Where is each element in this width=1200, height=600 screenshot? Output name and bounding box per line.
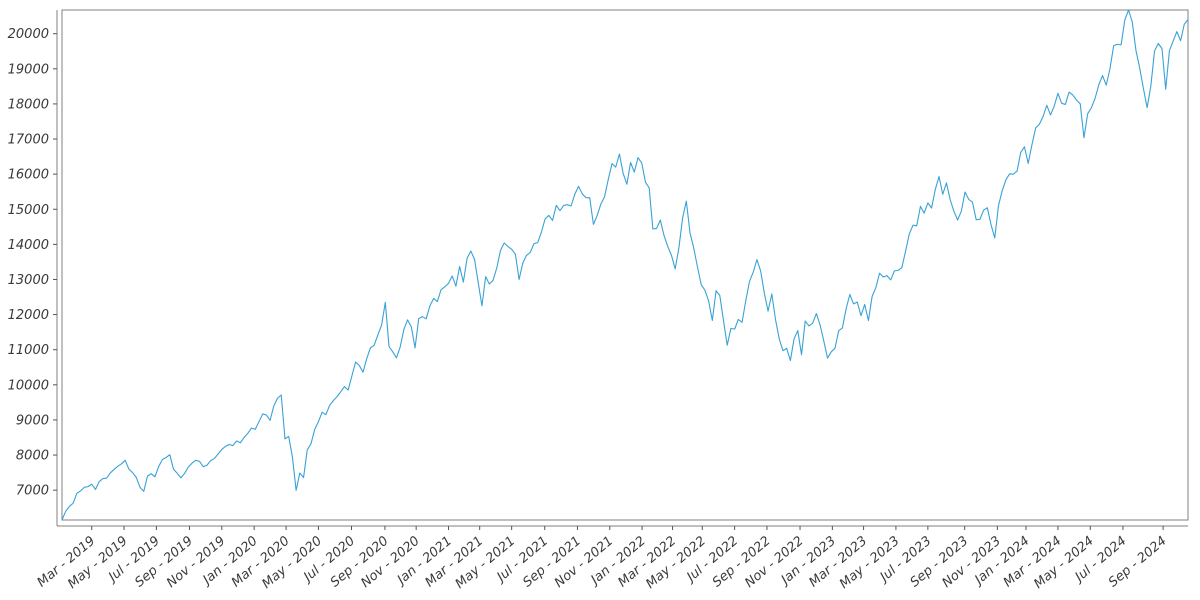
plot-frame <box>61 9 1189 521</box>
y-tick-label: 19000 <box>8 62 49 77</box>
y-tick-label: 9000 <box>16 413 49 428</box>
price-line <box>61 9 1189 521</box>
y-tick-label: 17000 <box>8 133 49 148</box>
y-tick-label: 18000 <box>8 97 49 112</box>
y-tick-label: 13000 <box>8 273 49 288</box>
y-tick-label: 7000 <box>16 484 49 499</box>
y-tick-label: 20000 <box>8 27 49 42</box>
y-tick-label: 12000 <box>8 308 49 323</box>
y-tick-label: 16000 <box>8 168 49 183</box>
y-tick-label: 8000 <box>16 449 49 464</box>
y-tick-label: 14000 <box>8 238 49 253</box>
y-tick-label: 10000 <box>8 378 49 393</box>
y-tick-label: 15000 <box>8 203 49 218</box>
y-tick-label: 11000 <box>8 343 49 358</box>
